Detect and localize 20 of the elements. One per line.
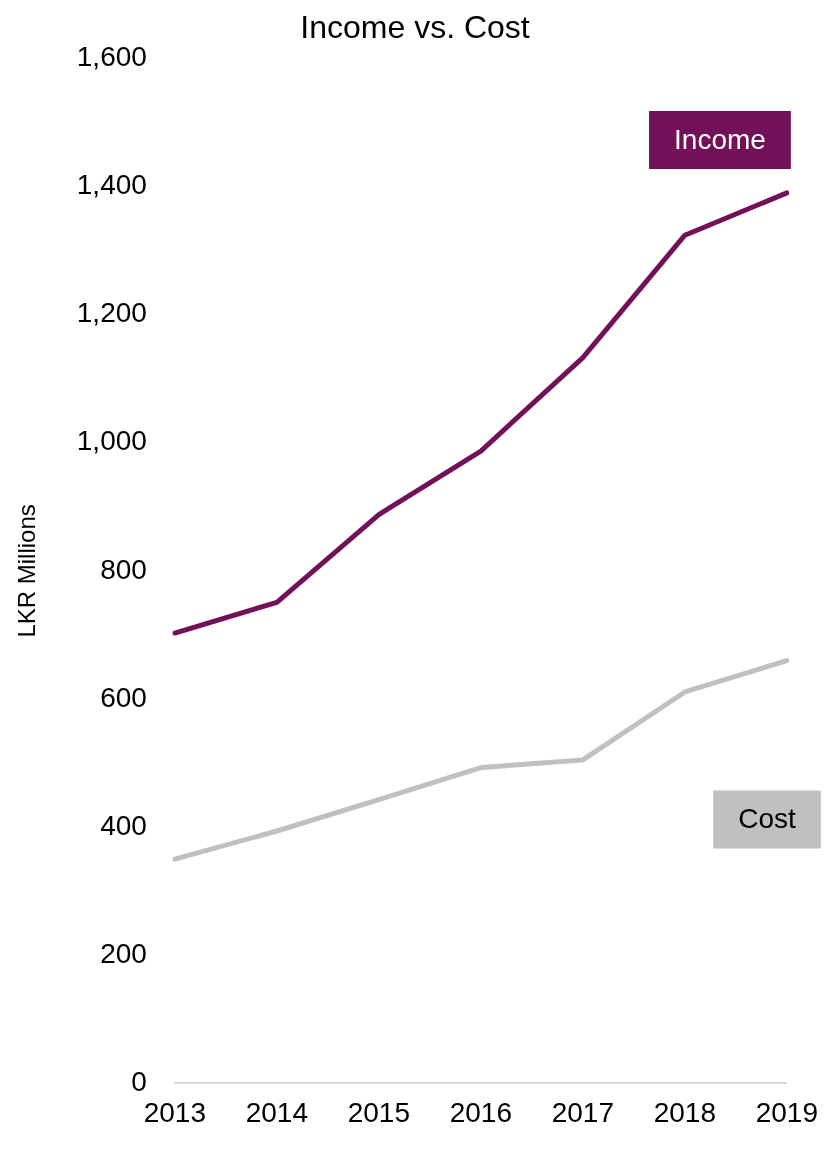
x-tick-label: 2014 [245, 1096, 309, 1128]
y-tick-label: 1,600 [76, 41, 147, 73]
x-tick-label: 2019 [755, 1096, 818, 1128]
series-label: Income [674, 123, 766, 155]
chart-title: Income vs. Cost [300, 9, 530, 46]
y-tick-label: 1,000 [76, 425, 147, 457]
x-tick-label: 2015 [347, 1096, 411, 1128]
y-axis-title: LKR Millions [13, 504, 41, 638]
x-tick-label: 2013 [143, 1096, 207, 1128]
x-tick-label: 2018 [653, 1096, 717, 1128]
x-tick-label: 2017 [551, 1096, 615, 1128]
text: Cost [738, 803, 797, 835]
y-tick-label: 200 [100, 937, 147, 969]
y-tick-label: 600 [100, 681, 147, 713]
y-tick-label: 400 [100, 809, 147, 841]
x-tick-label: 2016 [449, 1096, 513, 1128]
y-tick-label: 800 [100, 553, 147, 585]
y-tick-label: 1,200 [76, 297, 147, 329]
y-tick-label: 0 [131, 1066, 147, 1098]
y-tick-label: 1,400 [76, 169, 147, 201]
